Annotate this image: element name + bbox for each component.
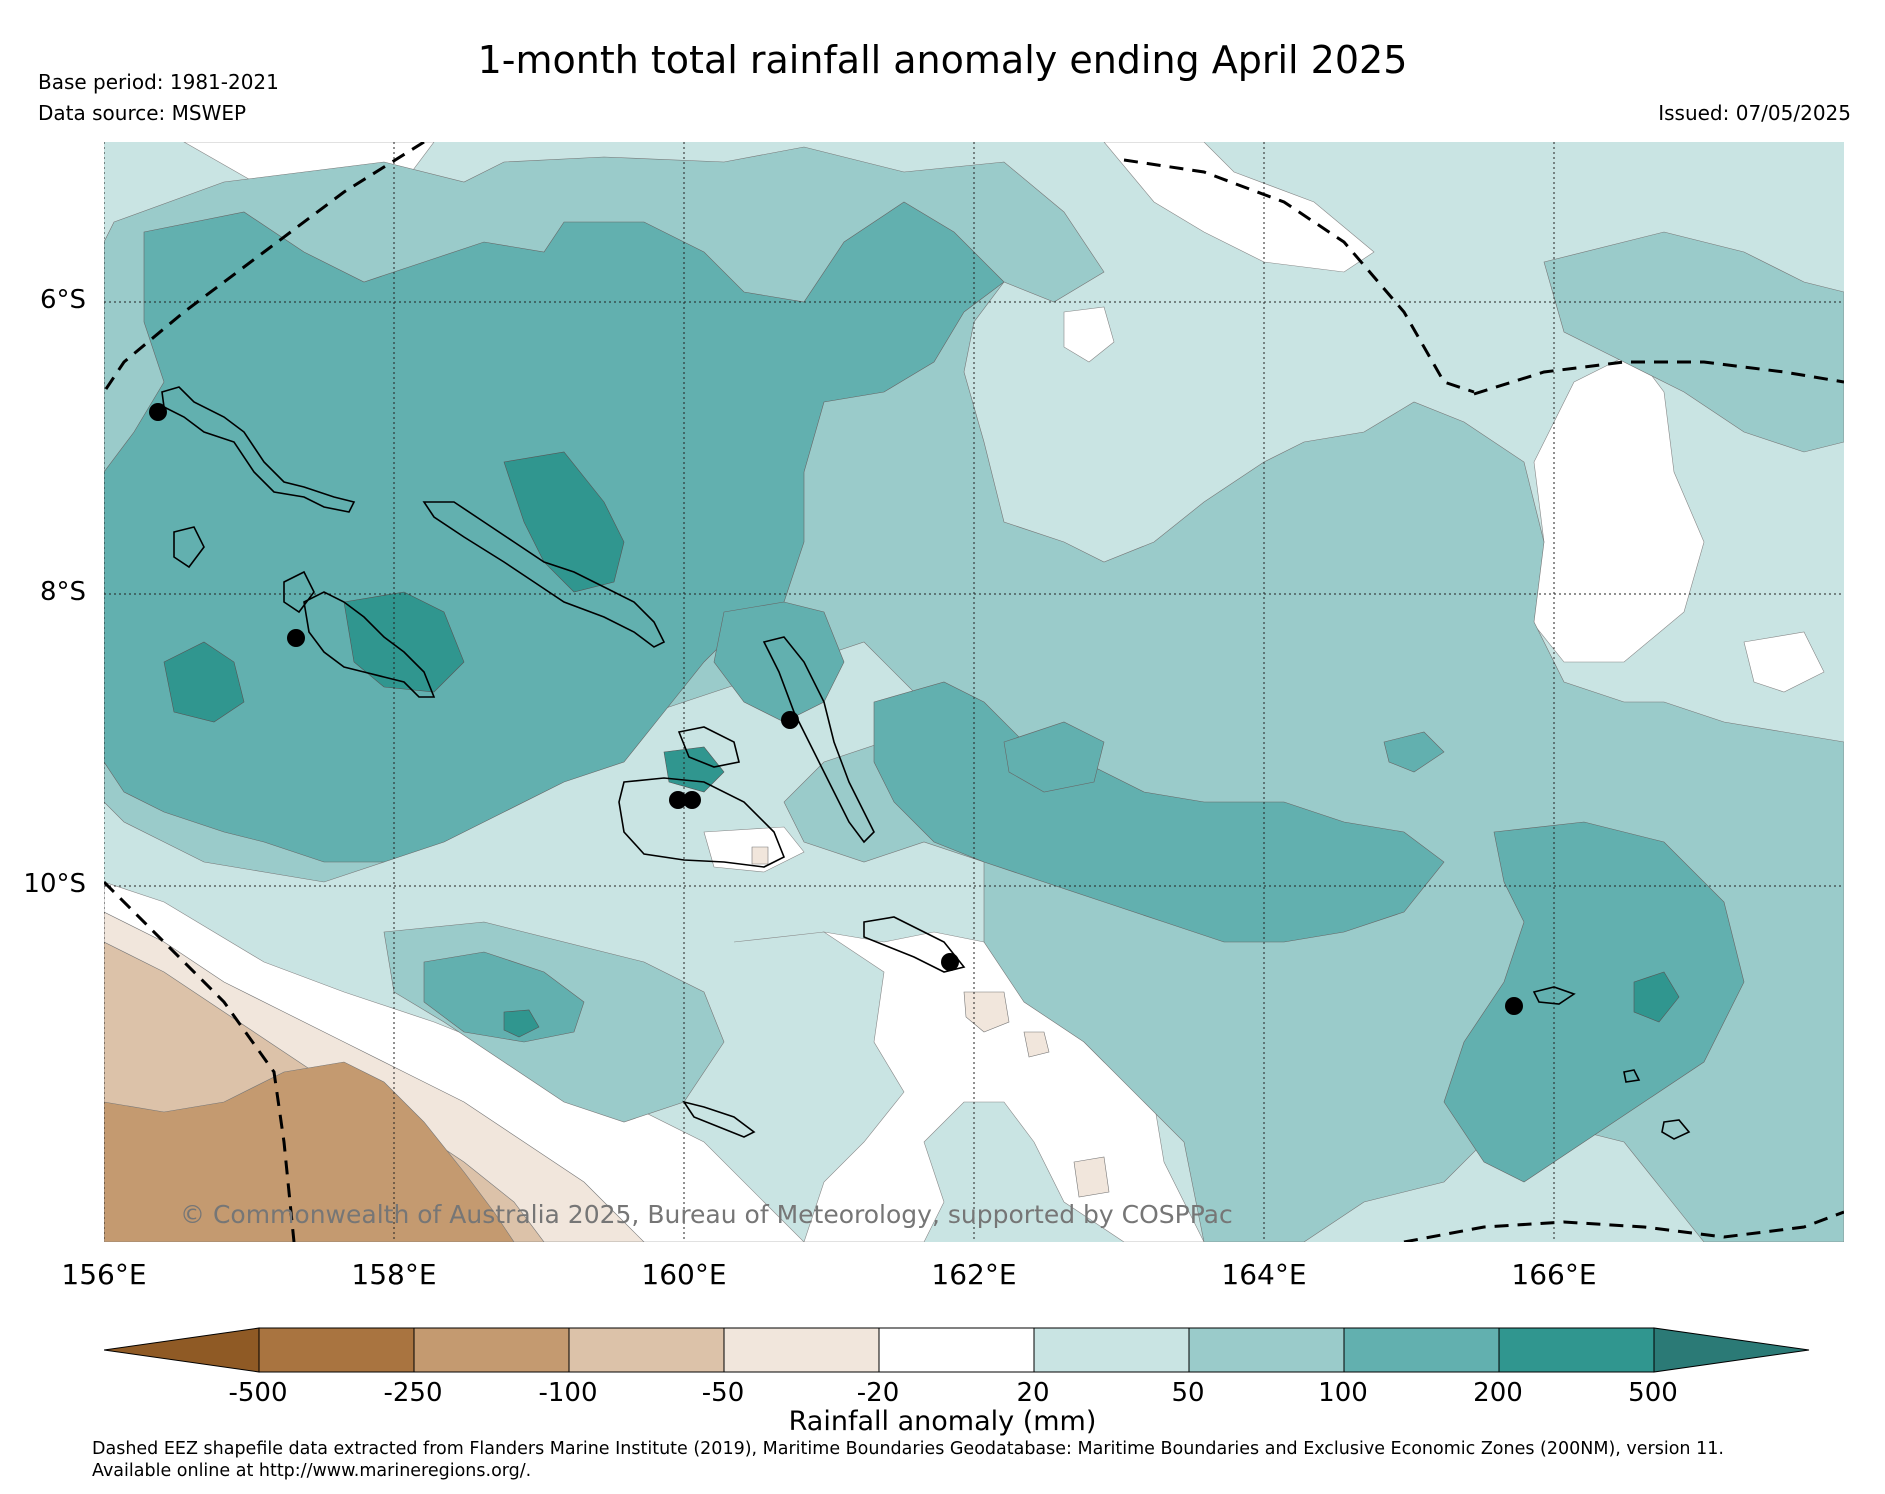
colorbar-tick-label: 50 xyxy=(1171,1378,1205,1408)
colorbar-swatch xyxy=(258,1327,415,1373)
colorbar-swatches xyxy=(103,1327,1810,1373)
colorbar-tick-label: 100 xyxy=(1318,1378,1368,1408)
colorbar-swatch xyxy=(568,1327,725,1373)
lat-label-8s: 8°S xyxy=(39,577,86,607)
colorbar-swatch xyxy=(1188,1327,1345,1373)
colorbar-tick-label: 20 xyxy=(1016,1378,1050,1408)
coastlines xyxy=(161,386,1691,1140)
colorbar-swatch xyxy=(413,1327,570,1373)
colorbar-tick-label: -50 xyxy=(701,1378,745,1408)
base-period: Base period: 1981-2021 xyxy=(38,70,279,94)
lon-label-156e: 156°E xyxy=(61,1258,147,1291)
lon-label-160e: 160°E xyxy=(641,1258,727,1291)
colorbar-tick-label: -500 xyxy=(228,1378,288,1408)
lat-label-6s: 6°S xyxy=(39,285,86,315)
colorbar-tick-label: -100 xyxy=(538,1378,598,1408)
footnote-line-2: Available online at http://www.marinereg… xyxy=(92,1461,532,1481)
colorbar-swatch xyxy=(723,1327,880,1373)
colorbar-swatch xyxy=(1343,1327,1500,1373)
data-source: Data source: MSWEP xyxy=(38,101,247,125)
lon-label-164e: 164°E xyxy=(1221,1258,1307,1291)
colorbar-tick-label: -250 xyxy=(383,1378,443,1408)
issued-date: Issued: 07/05/2025 xyxy=(1658,101,1851,125)
footnote: Dashed EEZ shapefile data extracted from… xyxy=(92,1438,1724,1482)
colorbar-swatch xyxy=(1498,1327,1655,1373)
eez-boundaries xyxy=(104,142,1844,1242)
station-markers xyxy=(149,403,1523,1015)
map-canvas xyxy=(104,142,1844,1242)
lon-label-166e: 166°E xyxy=(1511,1258,1597,1291)
lon-label-158e: 158°E xyxy=(351,1258,437,1291)
footnote-line-1: Dashed EEZ shapefile data extracted from… xyxy=(92,1439,1724,1459)
colorbar-extension-low xyxy=(103,1327,260,1373)
graticule xyxy=(104,142,1844,1242)
colorbar-tick-label: -20 xyxy=(856,1378,900,1408)
map-title: 1-month total rainfall anomaly ending Ap… xyxy=(477,38,1408,82)
dry-anomaly-zone xyxy=(104,846,1110,1242)
colorbar-tick-label: 500 xyxy=(1628,1378,1678,1408)
lat-label-10s: 10°S xyxy=(23,869,86,899)
colorbar-swatch xyxy=(878,1327,1035,1373)
lon-label-162e: 162°E xyxy=(931,1258,1017,1291)
copyright-notice: © Commonwealth of Australia 2025, Bureau… xyxy=(180,1200,1233,1229)
anomaly-200-500-zone xyxy=(163,451,1680,1038)
colorbar-title: Rainfall anomaly (mm) xyxy=(788,1406,1097,1437)
rainfall-anomaly-map xyxy=(104,142,1844,1242)
colorbar-extension-high xyxy=(1653,1327,1810,1373)
colorbar-tick-label: 200 xyxy=(1473,1378,1523,1408)
colorbar-swatch xyxy=(1033,1327,1190,1373)
colorbar xyxy=(103,1326,1814,1380)
